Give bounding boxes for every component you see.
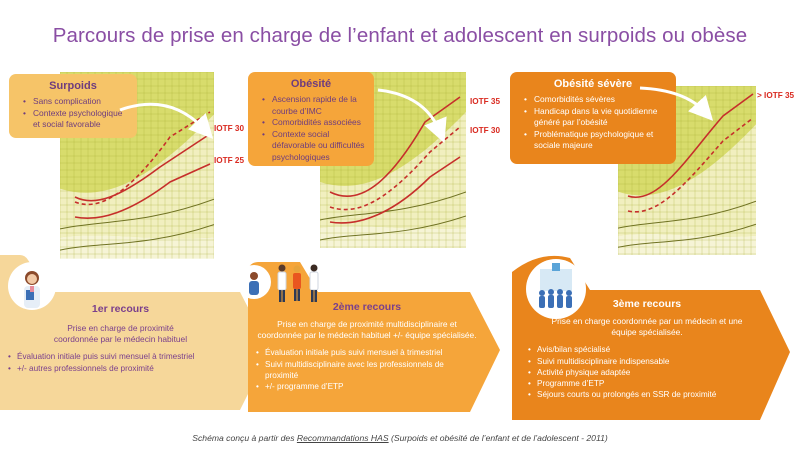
recours-bullet: Activité physique adaptée: [528, 367, 766, 378]
axis-strip: [320, 248, 466, 272]
reference-curve: [60, 198, 214, 230]
caption-link[interactable]: Recommandations HAS: [296, 433, 389, 443]
stage-box-surpoids: Surpoids Sans complication Contexte psyc…: [9, 74, 137, 138]
recours-bullet: Évaluation initiale puis suivi mensuel à…: [256, 347, 478, 358]
recours-description: Prise en charge coordonnée par un médeci…: [551, 316, 743, 338]
stage-bullet: Comorbidités sévères: [524, 94, 667, 106]
bmi-curve: [329, 126, 461, 211]
recours-bullet: Suivi multidisciplinaire indispensable: [528, 356, 766, 367]
stage-bullet: Handicap dans la vie quotidienne généré …: [524, 106, 667, 129]
normal-band: [60, 114, 214, 239]
arrow-icon: [119, 102, 214, 139]
recours-title: 1er recours: [91, 303, 150, 315]
axis-strip: [618, 254, 756, 278]
bmi-growth-chart: [60, 72, 214, 284]
bmi-curve: [627, 117, 754, 213]
doctor-illustration-icon: [8, 262, 56, 310]
arrow-icon: [377, 88, 447, 144]
reference-curve: [60, 224, 214, 251]
arrow-icon: [639, 86, 714, 121]
bmi-curve: [74, 163, 211, 220]
recours-title: 3ème recours: [612, 298, 682, 310]
recours-title: 2ème recours: [332, 301, 402, 313]
reference-curve: [320, 215, 466, 241]
bmi-curve: [627, 93, 754, 199]
stage-bullet: Sans complication: [23, 96, 128, 108]
recours-bullet: +/- programme d’ETP: [256, 381, 478, 392]
axis-strip: [60, 258, 214, 284]
low-band: [320, 226, 466, 248]
recours-1: 1er recours Prise en charge de proximité…: [8, 303, 233, 374]
recours-2: 2ème recours Prise en charge de proximit…: [256, 301, 478, 392]
bmi-growth-chart: [320, 72, 466, 272]
stage-title: Obésité: [290, 78, 332, 90]
recours-bullet: +/- autres professionnels de proximité: [8, 363, 233, 374]
bmi-curve: [329, 156, 461, 224]
iotf-label: > IOTF 35: [757, 91, 795, 100]
normal-band: [320, 112, 466, 229]
recours-bullet: Suivi multidisciplinaire avec les profes…: [256, 359, 478, 381]
recours-bullet: Programme d’ETP: [528, 378, 766, 389]
stage-bullet: Ascension rapide de la courbe d’IMC: [262, 94, 365, 117]
iotf-label: IOTF 30: [470, 126, 501, 135]
iotf-label: IOTF 35: [470, 97, 501, 106]
stage-bullet: Contexte psychologique et social favorab…: [23, 108, 128, 131]
caption-suffix: (Surpoids et obésité de l’enfant et de l…: [388, 433, 608, 443]
bmi-curve: [329, 96, 461, 197]
stage-title: Obésité sévère: [553, 78, 633, 90]
bmi-curve: [74, 133, 211, 202]
care-team-illustration-icon: [234, 260, 326, 304]
page-title: Parcours de prise en charge de l’enfant …: [52, 24, 748, 47]
stage-title: Surpoids: [49, 80, 97, 92]
low-band: [618, 233, 756, 255]
bmi-chart-obesite: [320, 72, 466, 272]
reference-curve: [618, 223, 756, 248]
caption-prefix: Schéma conçu à partir des: [192, 433, 297, 443]
bmi-curve: [74, 111, 211, 206]
recours-description: Prise en charge de proximité coordonnée …: [53, 323, 188, 345]
caption: Schéma conçu à partir des Recommandation…: [0, 433, 800, 443]
recours-description: Prise en charge de proximité multidiscip…: [257, 319, 477, 341]
recours-bullet: Évaluation initiale puis suivi mensuel à…: [8, 351, 233, 362]
iotf-label: IOTF 30: [214, 124, 245, 133]
stage-box-obesite: Obésité Ascension rapide de la courbe d’…: [248, 72, 374, 166]
iotf-label: IOTF 25: [214, 156, 245, 165]
recours-bullet: Avis/bilan spécialisé: [528, 344, 766, 355]
stage-bullet: Problématique psychologique et sociale m…: [524, 129, 667, 152]
reference-curve: [618, 200, 756, 229]
hospital-team-illustration-icon: [526, 259, 586, 319]
stage-bullet: Contexte social défavorable ou difficult…: [262, 129, 365, 164]
stage-bullet: Comorbidités associées: [262, 117, 365, 129]
recours-3: 3ème recours Prise en charge coordonnée …: [528, 298, 766, 401]
recours-bullet: Séjours courts ou prolongés en SSR de pr…: [528, 389, 766, 400]
bmi-chart-surpoids: [60, 72, 214, 284]
